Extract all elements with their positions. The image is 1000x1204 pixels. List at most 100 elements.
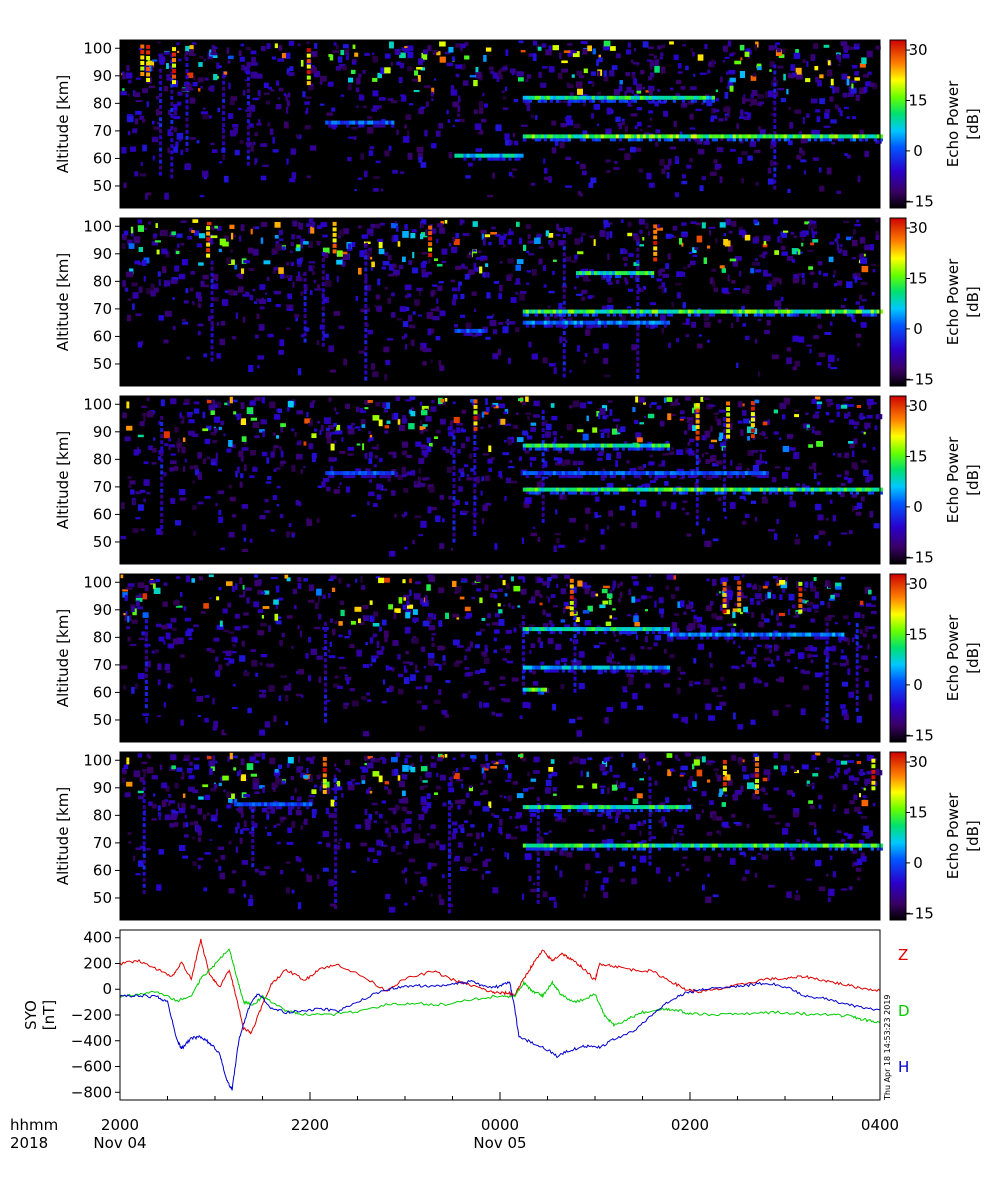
echo-pixel [172,58,176,62]
echo-pixel [333,249,337,253]
echo-pixel [557,457,562,463]
echo-layer-pixel [646,488,649,492]
echo-layer-pixel [639,271,642,275]
echo-pixel [253,289,256,292]
echo-layer-pixel [346,475,349,478]
echo-pixel [481,491,483,496]
echo-layer-pixel [730,310,733,314]
echo-pixel [806,61,808,67]
echo-pixel [561,61,568,64]
echo-pixel [412,268,418,274]
echo-layer-pixel [571,471,574,475]
echo-pixel [330,575,337,579]
echo-layer-pixel [784,310,787,314]
echo-pixel [222,75,225,79]
echo-pixel [277,504,280,506]
echo-pixel [176,234,182,238]
echo-pixel [607,431,609,438]
echo-pixel [574,255,578,260]
echo-pixel [564,575,570,579]
echo-pixel [864,151,869,157]
echo-pixel [755,517,757,522]
echo-layer-pixel [739,134,742,138]
echo-pixel [451,446,453,452]
echo-pixel [523,702,529,708]
echo-pixel [128,485,131,488]
echo-layer-pixel [568,138,571,141]
echo-layer-pixel [481,329,484,333]
echo-pixel [211,315,214,319]
echo-pixel [322,307,325,311]
echo-pixel [484,658,490,664]
echo-pixel [505,646,511,650]
echo-layer-pixel [637,492,640,495]
echo-pixel [818,531,825,536]
echo-pixel [507,258,514,263]
echo-pixel [186,87,189,91]
echo-layer-pixel [604,325,607,328]
echo-pixel [512,169,517,171]
echo-pixel [268,685,274,692]
echo-pixel [417,147,424,153]
echo-pixel [413,311,416,314]
echo-pixel [639,422,644,424]
echo-pixel [172,80,176,84]
echo-layer-pixel [538,471,541,475]
echo-pixel [570,370,572,373]
echo-pixel [251,57,256,64]
echo-layer-pixel [577,310,580,314]
echo-layer-pixel [334,121,337,125]
echo-pixel [211,297,214,301]
echo-pixel [824,332,831,335]
echo-pixel [671,414,676,416]
echo-pixel [211,285,214,289]
echo-pixel [136,601,140,607]
echo-layer-pixel [553,310,556,314]
echo-pixel [750,598,754,602]
echo-layer-pixel [667,96,670,100]
echo-pixel [451,85,455,91]
echo-layer-pixel [712,100,715,103]
echo-layer-pixel [757,310,760,314]
echo-pixel [554,533,561,535]
echo-layer-pixel [661,488,664,492]
echo-layer-pixel [490,158,493,161]
echo-pixel [548,291,554,294]
echo-pixel [418,315,422,317]
echo-layer-pixel [454,329,457,333]
echo-pixel [260,307,265,310]
echo-layer-pixel [637,488,640,492]
echo-pixel [626,674,631,678]
echo-pixel [159,117,162,121]
echo-pixel [542,66,548,69]
echo-layer-pixel [571,448,574,451]
echo-layer-pixel [637,471,640,475]
echo-pixel [714,159,718,163]
echo-pixel [177,438,180,443]
echo-pixel [452,299,456,306]
echo-pixel [723,429,726,433]
echo-layer-pixel [553,444,556,448]
echo-pixel [226,651,231,656]
echo-pixel [595,497,599,502]
echo-pixel [159,93,162,97]
echo-pixel [192,219,198,223]
echo-pixel [182,319,186,321]
echo-pixel [168,148,170,154]
echo-pixel [871,264,876,266]
echo-pixel [198,77,204,82]
echo-pixel [681,103,687,108]
colorbar-tick-label: 0 [913,498,923,516]
echo-pixel [355,607,362,612]
echo-pixel [407,66,412,71]
echo-pixel [504,496,506,501]
echo-pixel [263,690,267,693]
echo-pixel [338,235,341,238]
echo-pixel [516,412,519,415]
echo-pixel [436,298,438,304]
echo-pixel [279,88,284,92]
echo-pixel [730,86,734,92]
echo-pixel [500,261,503,263]
echo-pixel [841,305,845,308]
echo-pixel [861,282,868,285]
